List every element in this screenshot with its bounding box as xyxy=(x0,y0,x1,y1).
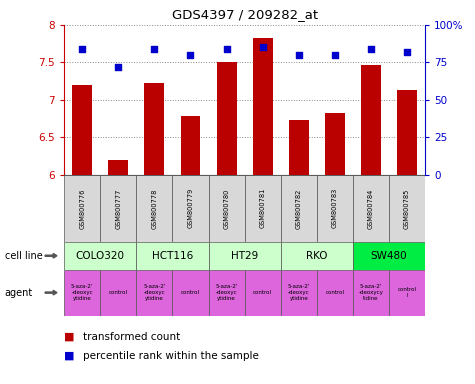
Text: control: control xyxy=(325,290,344,295)
Text: SW480: SW480 xyxy=(370,251,408,261)
Text: COLO320: COLO320 xyxy=(76,251,125,261)
Bar xyxy=(136,242,209,270)
Text: GSM800776: GSM800776 xyxy=(79,188,85,228)
Text: GSM800783: GSM800783 xyxy=(332,188,338,228)
Bar xyxy=(281,242,353,270)
Point xyxy=(114,64,122,70)
Bar xyxy=(172,175,209,242)
Text: GSM800779: GSM800779 xyxy=(188,188,193,228)
Bar xyxy=(64,270,100,316)
Bar xyxy=(209,270,245,316)
Bar xyxy=(281,175,317,242)
Bar xyxy=(289,120,309,175)
Bar xyxy=(144,83,164,175)
Bar xyxy=(180,116,200,175)
Text: ■: ■ xyxy=(64,351,75,361)
Bar xyxy=(245,270,281,316)
Text: control: control xyxy=(253,290,272,295)
Bar xyxy=(353,242,425,270)
Bar xyxy=(100,270,136,316)
Point xyxy=(367,46,375,52)
Text: cell line: cell line xyxy=(5,251,42,261)
Text: GSM800777: GSM800777 xyxy=(115,188,121,228)
Text: GSM800780: GSM800780 xyxy=(224,188,229,228)
Bar xyxy=(353,175,389,242)
Text: 5-aza-2'
-deoxycy
tidine: 5-aza-2' -deoxycy tidine xyxy=(359,284,383,301)
Title: GDS4397 / 209282_at: GDS4397 / 209282_at xyxy=(171,8,318,21)
Text: percentile rank within the sample: percentile rank within the sample xyxy=(83,351,259,361)
Text: 5-aza-2'
-deoxyc
ytidine: 5-aza-2' -deoxyc ytidine xyxy=(71,284,94,301)
Point xyxy=(223,46,230,52)
Bar xyxy=(136,175,172,242)
Bar xyxy=(209,242,281,270)
Text: GSM800784: GSM800784 xyxy=(368,188,374,228)
Point xyxy=(403,49,411,55)
Text: 5-aza-2'
-deoxyc
ytidine: 5-aza-2' -deoxyc ytidine xyxy=(287,284,310,301)
Point xyxy=(331,52,339,58)
Text: control: control xyxy=(181,290,200,295)
Text: transformed count: transformed count xyxy=(83,332,180,342)
Bar xyxy=(64,175,100,242)
Bar xyxy=(136,270,172,316)
Point xyxy=(259,44,266,50)
Bar xyxy=(108,160,128,175)
Point xyxy=(151,46,158,52)
Text: control
l: control l xyxy=(398,287,417,298)
Bar xyxy=(317,270,353,316)
Bar xyxy=(361,65,381,175)
Bar xyxy=(172,270,209,316)
Point xyxy=(295,52,303,58)
Text: HT29: HT29 xyxy=(231,251,258,261)
Bar xyxy=(353,270,389,316)
Bar xyxy=(397,90,417,175)
Text: GSM800785: GSM800785 xyxy=(404,188,410,228)
Point xyxy=(78,46,86,52)
Bar xyxy=(72,85,92,175)
Bar xyxy=(209,175,245,242)
Bar xyxy=(317,175,353,242)
Text: ■: ■ xyxy=(64,332,75,342)
Text: control: control xyxy=(109,290,128,295)
Text: 5-aza-2'
-deoxyc
ytidine: 5-aza-2' -deoxyc ytidine xyxy=(215,284,238,301)
Text: GSM800778: GSM800778 xyxy=(152,188,157,228)
Text: GSM800781: GSM800781 xyxy=(260,188,266,228)
Bar xyxy=(253,38,273,175)
Text: agent: agent xyxy=(5,288,33,298)
Bar xyxy=(389,175,425,242)
Bar xyxy=(64,242,136,270)
Bar xyxy=(389,270,425,316)
Bar xyxy=(325,113,345,175)
Text: RKO: RKO xyxy=(306,251,328,261)
Bar xyxy=(217,62,237,175)
Point xyxy=(187,52,194,58)
Bar xyxy=(281,270,317,316)
Text: 5-aza-2'
-deoxyc
ytidine: 5-aza-2' -deoxyc ytidine xyxy=(143,284,166,301)
Bar xyxy=(245,175,281,242)
Text: GSM800782: GSM800782 xyxy=(296,188,302,228)
Bar xyxy=(100,175,136,242)
Text: HCT116: HCT116 xyxy=(152,251,193,261)
